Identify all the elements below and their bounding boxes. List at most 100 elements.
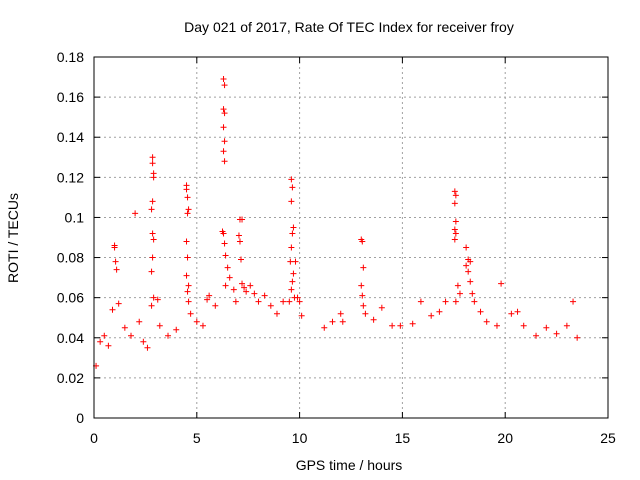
data-point <box>321 324 328 331</box>
data-point <box>149 198 156 205</box>
data-point <box>121 324 128 331</box>
data-point <box>154 296 161 303</box>
data-point <box>232 298 239 305</box>
data-point <box>128 332 135 339</box>
data-point <box>184 194 191 201</box>
data-point <box>115 300 122 307</box>
data-point <box>514 308 521 315</box>
data-point <box>235 232 242 239</box>
data-point <box>212 302 219 309</box>
data-point <box>199 322 206 329</box>
x-tick-label: 5 <box>193 430 201 446</box>
data-point <box>185 206 192 213</box>
x-tick-label: 10 <box>292 430 308 446</box>
y-tick-label: 0.12 <box>57 169 84 185</box>
y-tick-label: 0.14 <box>57 129 84 145</box>
data-point <box>220 106 227 113</box>
data-point <box>451 236 458 243</box>
data-points <box>93 76 581 369</box>
x-tick-label: 25 <box>600 430 616 446</box>
data-point <box>193 318 200 325</box>
data-point <box>156 322 163 329</box>
data-point <box>224 264 231 271</box>
data-point <box>358 282 365 289</box>
y-tick-label: 0.08 <box>57 250 84 266</box>
data-point <box>221 240 228 247</box>
data-point <box>451 226 458 233</box>
data-point <box>417 298 424 305</box>
data-point <box>221 138 228 145</box>
data-point <box>359 292 366 299</box>
data-point <box>467 258 474 265</box>
data-point <box>288 286 295 293</box>
data-point <box>255 298 262 305</box>
data-point <box>247 282 254 289</box>
data-point <box>289 184 296 191</box>
y-tick-label: 0 <box>76 410 84 426</box>
data-point <box>184 210 191 217</box>
data-point <box>452 298 459 305</box>
data-point <box>136 318 143 325</box>
data-point <box>389 322 396 329</box>
x-axis-label: GPS time / hours <box>296 457 403 473</box>
data-point <box>436 308 443 315</box>
data-point <box>185 298 192 305</box>
data-point <box>290 270 297 277</box>
data-point <box>508 310 515 317</box>
data-point <box>149 230 156 237</box>
data-point <box>483 318 490 325</box>
data-point <box>150 294 157 301</box>
data-point <box>280 298 287 305</box>
data-point <box>288 176 295 183</box>
data-point <box>105 342 112 349</box>
y-axis-label: ROTI / TECUs <box>5 193 21 283</box>
x-tick-label: 0 <box>90 430 98 446</box>
data-point <box>570 298 577 305</box>
data-point <box>140 338 147 345</box>
data-point <box>493 322 500 329</box>
data-point <box>286 298 293 305</box>
data-point <box>206 292 213 299</box>
data-point <box>469 290 476 297</box>
data-point <box>289 278 296 285</box>
data-point <box>452 230 459 237</box>
data-point <box>111 244 118 251</box>
data-point <box>360 302 367 309</box>
data-point <box>498 280 505 287</box>
data-point <box>97 338 104 345</box>
data-point <box>428 312 435 319</box>
data-point <box>553 330 560 337</box>
data-point <box>239 216 246 223</box>
data-point <box>222 282 229 289</box>
data-point <box>148 268 155 275</box>
data-point <box>150 236 157 243</box>
data-point <box>360 264 367 271</box>
x-tick-label: 20 <box>497 430 513 446</box>
data-point <box>144 344 151 351</box>
data-point <box>230 286 237 293</box>
data-point <box>574 334 581 341</box>
data-point <box>251 290 258 297</box>
data-point <box>292 258 299 265</box>
data-point <box>204 296 211 303</box>
data-point <box>287 258 294 265</box>
data-point <box>337 310 344 317</box>
data-point <box>185 282 192 289</box>
data-point <box>298 312 305 319</box>
data-point <box>463 244 470 251</box>
data-point <box>296 298 303 305</box>
data-point <box>183 272 190 279</box>
data-point <box>149 160 156 167</box>
data-point <box>113 266 120 273</box>
data-point <box>543 324 550 331</box>
data-point <box>451 200 458 207</box>
y-tick-label: 0.06 <box>57 290 84 306</box>
y-tick-label: 0.02 <box>57 370 84 386</box>
data-point <box>290 224 297 231</box>
data-point <box>241 284 248 291</box>
axis-ticks: 0 0.02 0.04 0.06 0.08 0.1 0.12 0.14 0.16 0.18 0 5 10… <box>57 49 616 446</box>
data-point <box>222 252 229 259</box>
data-point <box>362 310 369 317</box>
data-point <box>442 298 449 305</box>
data-point <box>221 82 228 89</box>
